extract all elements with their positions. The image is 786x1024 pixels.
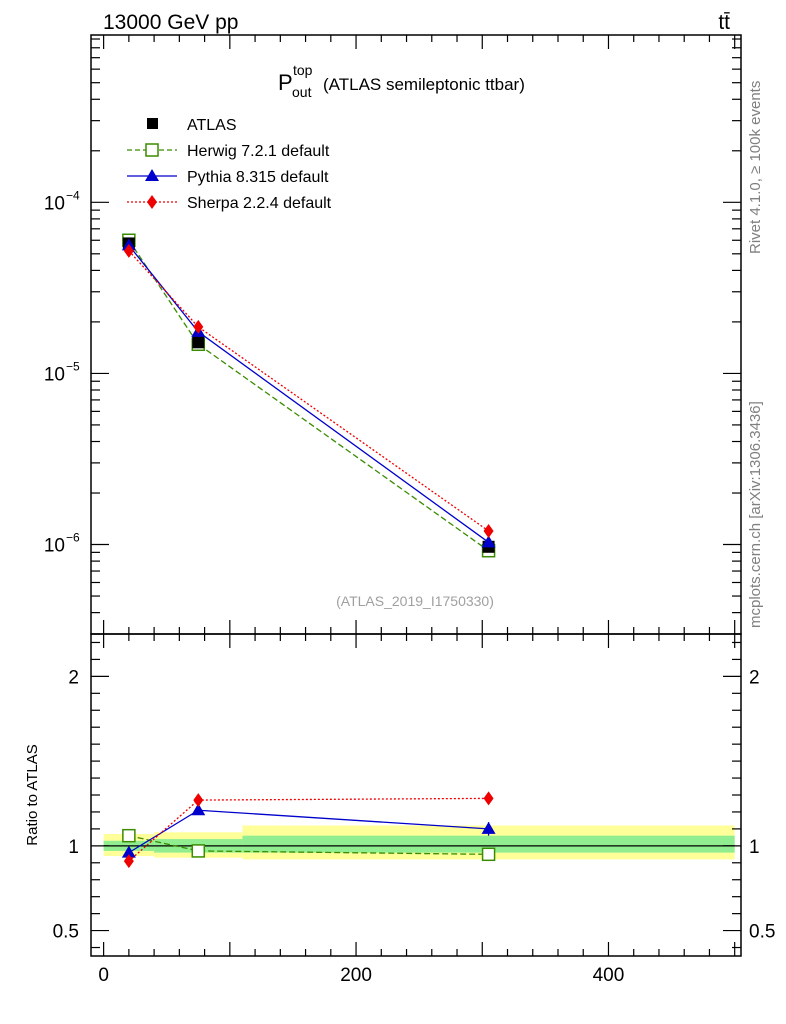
legend-label-pythia: Pythia 8.315 default [187,169,329,186]
data-point-sherpa [483,791,494,806]
ratio-y-tick-label-left: 0.5 [53,922,79,943]
legend-label-sherpa: Sherpa 2.2.4 default [187,195,332,212]
y-tick-label-mantissa: 10 [44,364,65,385]
process-label: tt̄ [718,11,730,34]
series-line [128,250,489,532]
data-point-pythia [481,535,496,548]
data-point-sherpa [483,523,494,538]
ratio-y-tick-label-right: 1 [749,837,760,858]
ratio-series-line [128,835,489,855]
legend-label-herwig: Herwig 7.2.1 default [187,143,330,160]
x-tick-label: 200 [340,965,372,986]
ratio-y-axis-label: Ratio to ATLAS [24,744,41,845]
uncertainty-band-inner [242,835,735,853]
ratio-y-tick-label-left: 1 [68,837,79,858]
plot-title-text: (ATLAS semileptonic ttbar) [323,75,525,94]
y-tick-label-exponent: −4 [66,188,80,202]
y-tick-label-exponent: −5 [66,359,80,373]
ratio-y-tick-label-right: 0.5 [749,922,775,943]
data-point-herwig [481,847,496,862]
main-y-tick-labels: 10−410−510−6 [44,188,80,556]
y-tick-label-mantissa: 10 [44,536,65,557]
ratio-y-tick-label-left: 2 [68,667,79,688]
main-axis-ticks [91,35,741,635]
main-plot-series [121,233,496,558]
plot-title-symbol: P [278,70,293,95]
legend-label-atlas: ATLAS [187,117,237,134]
series-line [128,239,489,552]
ratio-plot-series [121,791,496,869]
data-point-sherpa [123,854,134,869]
data-point-sherpa [123,243,134,258]
x-tick-label: 0 [98,965,109,986]
data-point-atlas [192,336,205,349]
plot-title-subscript: out [292,84,312,100]
data-point-herwig [191,844,206,858]
rivet-version-label: Rivet 4.1.0, ≥ 100k events [747,81,764,254]
legend-marker-herwig [145,143,159,157]
y-tick-label-exponent: −6 [66,531,80,545]
data-point-pythia [191,803,206,816]
legend-marker-atlas [147,118,158,129]
x-tick-label: 400 [593,965,625,986]
mcplots-source-label: mcplots.cern.ch [arXiv:1306.3436] [747,401,764,628]
legend-marker-sherpa [147,195,157,209]
data-point-pythia [481,821,496,834]
data-point-pythia [121,845,136,858]
y-tick-label-mantissa: 10 [44,193,65,214]
energy-label: 13000 GeV pp [103,11,238,34]
analysis-id-label: (ATLAS_2019_I1750330) [336,593,494,609]
data-point-sherpa [193,319,204,334]
series-line [128,244,489,543]
ratio-y-tick-label-right: 2 [749,667,760,688]
ratio-plot-frame [90,633,742,957]
plot-title-superscript: top [293,62,313,78]
legend-marker-pythia [145,169,159,181]
legend: ATLAS Herwig 7.2.1 default Pythia 8.315 … [127,117,332,212]
data-point-herwig [122,828,136,843]
ratio-axis-ticks [91,634,741,956]
ratio-tick-labels: 0.5 0.5 1 1 2 2 0 200 400 [53,667,776,986]
data-point-sherpa [193,793,204,808]
